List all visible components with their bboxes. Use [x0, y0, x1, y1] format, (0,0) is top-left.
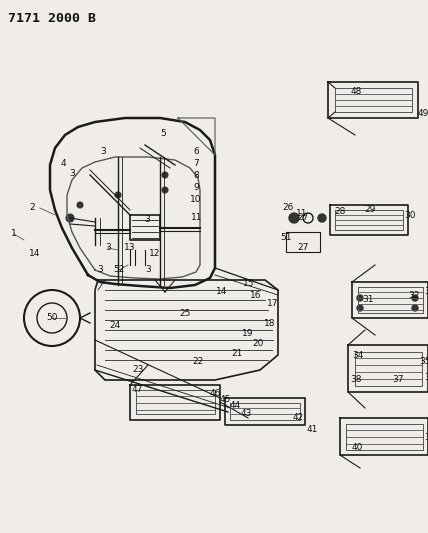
- Circle shape: [115, 192, 121, 198]
- Text: 3: 3: [145, 265, 151, 274]
- Circle shape: [412, 295, 418, 301]
- Text: 3: 3: [97, 265, 103, 274]
- Text: 20: 20: [253, 340, 264, 349]
- Text: 14: 14: [216, 287, 228, 296]
- Text: 50: 50: [46, 313, 58, 322]
- Text: 3: 3: [100, 147, 106, 156]
- Text: 35: 35: [419, 358, 428, 367]
- Text: 9: 9: [193, 182, 199, 191]
- Text: 42: 42: [292, 413, 303, 422]
- Text: 23: 23: [132, 366, 144, 375]
- Text: 18: 18: [264, 319, 276, 327]
- Text: 3: 3: [69, 168, 75, 177]
- Text: 5: 5: [160, 128, 166, 138]
- Text: 14: 14: [29, 249, 41, 259]
- Text: 7171 2000 B: 7171 2000 B: [8, 12, 96, 25]
- Text: 46: 46: [209, 389, 221, 398]
- Circle shape: [318, 214, 326, 222]
- Text: 27: 27: [297, 243, 309, 252]
- Text: 31: 31: [362, 295, 374, 304]
- Circle shape: [357, 295, 363, 301]
- Circle shape: [77, 202, 83, 208]
- Text: 26: 26: [282, 203, 294, 212]
- Text: 11: 11: [296, 208, 308, 217]
- Text: 6: 6: [193, 148, 199, 157]
- Text: 47: 47: [131, 385, 143, 394]
- Text: 7: 7: [193, 158, 199, 167]
- Text: 22: 22: [192, 358, 204, 367]
- Text: 33: 33: [424, 287, 428, 296]
- Text: 3: 3: [144, 214, 150, 223]
- Text: 43: 43: [240, 409, 252, 418]
- Text: 49: 49: [417, 109, 428, 117]
- Text: 28: 28: [334, 206, 346, 215]
- Circle shape: [162, 187, 168, 193]
- Text: 52: 52: [113, 265, 125, 274]
- Text: 32: 32: [408, 292, 420, 301]
- Text: 34: 34: [352, 351, 364, 359]
- Text: 17: 17: [267, 300, 279, 309]
- Text: 10: 10: [190, 195, 202, 204]
- Text: 30: 30: [404, 211, 416, 220]
- Text: 2: 2: [29, 204, 35, 213]
- Text: 37: 37: [392, 376, 404, 384]
- Text: 16: 16: [250, 290, 262, 300]
- Text: 3: 3: [105, 244, 111, 253]
- Circle shape: [162, 172, 168, 178]
- Text: 25: 25: [179, 309, 191, 318]
- Text: 41: 41: [306, 425, 318, 434]
- Text: 39: 39: [424, 432, 428, 441]
- Text: 40: 40: [351, 442, 363, 451]
- Circle shape: [412, 305, 418, 311]
- Text: 1: 1: [11, 230, 17, 238]
- Text: 12: 12: [149, 249, 160, 259]
- Circle shape: [66, 214, 74, 222]
- Text: 11: 11: [191, 214, 203, 222]
- Text: 48: 48: [350, 86, 362, 95]
- Text: 45: 45: [219, 395, 231, 405]
- Text: 15: 15: [243, 279, 255, 288]
- Circle shape: [357, 305, 363, 311]
- Circle shape: [289, 213, 299, 223]
- Text: 36: 36: [424, 373, 428, 382]
- Text: 19: 19: [242, 329, 254, 338]
- Text: 38: 38: [350, 376, 362, 384]
- Text: 27: 27: [297, 214, 309, 222]
- Text: 24: 24: [110, 320, 121, 329]
- Text: 51: 51: [280, 233, 292, 243]
- Text: 29: 29: [364, 205, 376, 214]
- Text: 44: 44: [229, 400, 241, 409]
- Text: 21: 21: [231, 350, 243, 359]
- Text: 4: 4: [60, 159, 66, 168]
- Text: 8: 8: [193, 171, 199, 180]
- Text: 13: 13: [124, 243, 136, 252]
